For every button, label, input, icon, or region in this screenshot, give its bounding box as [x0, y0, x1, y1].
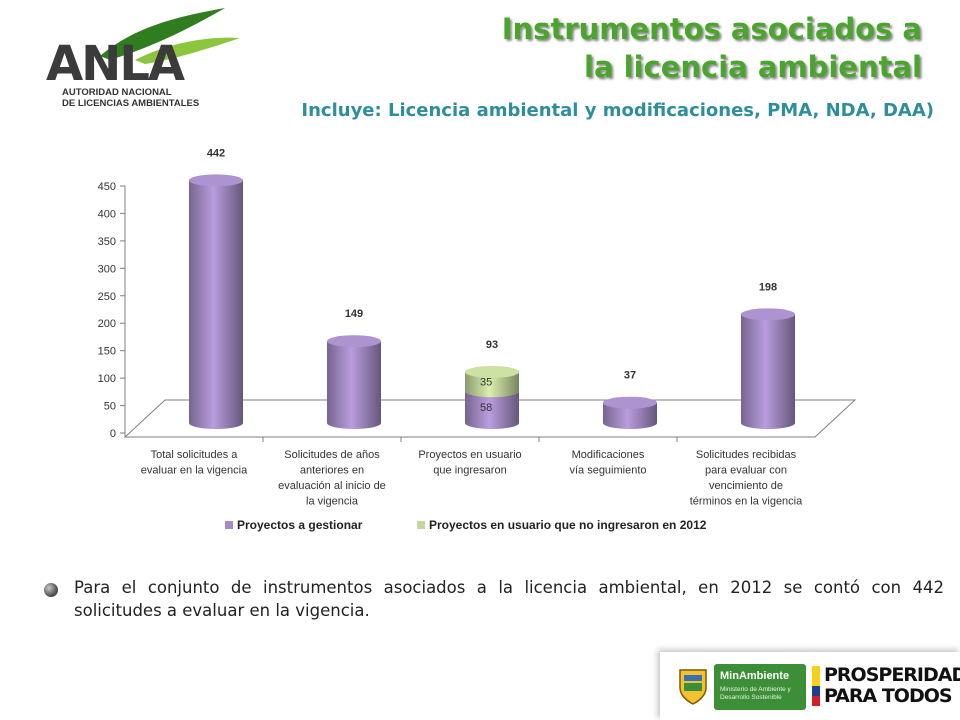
- colombia-flag-icon: [812, 666, 820, 706]
- logo-leaf-dark: [100, 8, 225, 60]
- logo-brand: ANLA: [46, 36, 185, 92]
- colombia-shield-icon: [679, 669, 707, 705]
- minambiente-subtitle: Ministerio de Ambiente y Desarrollo Sost…: [720, 686, 791, 701]
- data-label: 442: [207, 147, 225, 159]
- prosperidad-line2: PARA TODOS: [824, 685, 953, 707]
- bar-top: [603, 396, 657, 409]
- y-tick-label: 150: [98, 346, 116, 358]
- bar-segment: [741, 314, 795, 429]
- bar-segment: [327, 341, 381, 429]
- y-tick-label: 200: [98, 318, 116, 330]
- data-label: 93: [486, 339, 498, 351]
- page-title-line1: Instrumentos asociados a: [501, 12, 922, 46]
- y-tick-label: 450: [98, 181, 116, 193]
- bar-segment: [465, 371, 519, 398]
- minambiente-title: MinAmbiente: [720, 670, 790, 682]
- segment-value-label: 58: [480, 402, 492, 414]
- y-tick-label: 350: [98, 236, 116, 248]
- x-category-label: anteriores en: [300, 465, 364, 477]
- bar-top: [327, 335, 381, 348]
- logo-leaf-light: [135, 37, 240, 64]
- logo-line2: DE LICENCIAS AMBIENTALES: [62, 98, 199, 109]
- bar-top: [741, 308, 795, 321]
- bar-top: [465, 365, 519, 378]
- bar-top: [189, 174, 243, 187]
- bullet-icon: [44, 583, 58, 597]
- data-label: 37: [624, 370, 636, 382]
- legend-swatch: [225, 521, 233, 529]
- page-subtitle: Incluye: Licencia ambiental y modificaci…: [301, 100, 934, 121]
- y-tick-label: 50: [104, 401, 116, 413]
- x-category-label: evaluar en la vigencia: [141, 465, 248, 477]
- data-label: 149: [345, 308, 363, 320]
- minambiente-badge: MinAmbiente Ministerio de Ambiente y Des…: [714, 664, 806, 710]
- x-category-label: Solicitudes de años: [284, 449, 380, 461]
- bar-segment: [603, 402, 657, 429]
- y-tick-label: 400: [98, 208, 116, 220]
- bar-chart: 0 50 100 150 200 250 300 350 400 450 442 Total soli…: [98, 147, 857, 532]
- x-category-label: términos en la vigencia: [690, 496, 803, 508]
- x-category-label: vencimiento de: [709, 480, 783, 492]
- data-label: 198: [759, 281, 777, 293]
- x-category-label: evaluación al inicio de: [278, 480, 386, 492]
- y-tick-label: 100: [98, 373, 116, 385]
- x-category-label: vía seguimiento: [569, 465, 646, 477]
- x-category-label: Modificaciones: [572, 449, 645, 461]
- y-tick-label: 250: [98, 291, 116, 303]
- page-title-line2: la licencia ambiental: [584, 50, 922, 84]
- y-tick-label: 0: [110, 428, 116, 440]
- x-category-label: la vigencia: [306, 496, 359, 508]
- y-tick-label: 300: [98, 263, 116, 275]
- logo-line1: AUTORIDAD NACIONAL: [62, 87, 172, 98]
- x-category-label: Proyectos en usuario: [418, 449, 521, 461]
- segment-value-label: 35: [480, 377, 492, 389]
- x-category-label: para evaluar con: [705, 465, 787, 477]
- legend-swatch: [417, 521, 425, 529]
- legend-label: Proyectos a gestionar: [237, 518, 363, 532]
- x-category-label: Total solicitudes a: [151, 449, 239, 461]
- bar-segment: [189, 180, 243, 429]
- x-category-label: que ingresaron: [433, 465, 506, 477]
- summary-paragraph: Para el conjunto de instrumentos asociad…: [74, 578, 944, 620]
- legend-label: Proyectos en usuario que no ingresaron e…: [429, 518, 707, 532]
- prosperidad-line1: PROSPERIDAD: [824, 664, 960, 686]
- x-category-label: Solicitudes recibidas: [696, 449, 797, 461]
- footer-logos: MinAmbiente Ministerio de Ambiente y Des…: [660, 652, 960, 720]
- anla-logo: ANLA AUTORIDAD NACIONAL DE LICENCIAS AMB…: [46, 8, 240, 109]
- chart-floor: [123, 399, 857, 438]
- bar-segment: [465, 391, 519, 429]
